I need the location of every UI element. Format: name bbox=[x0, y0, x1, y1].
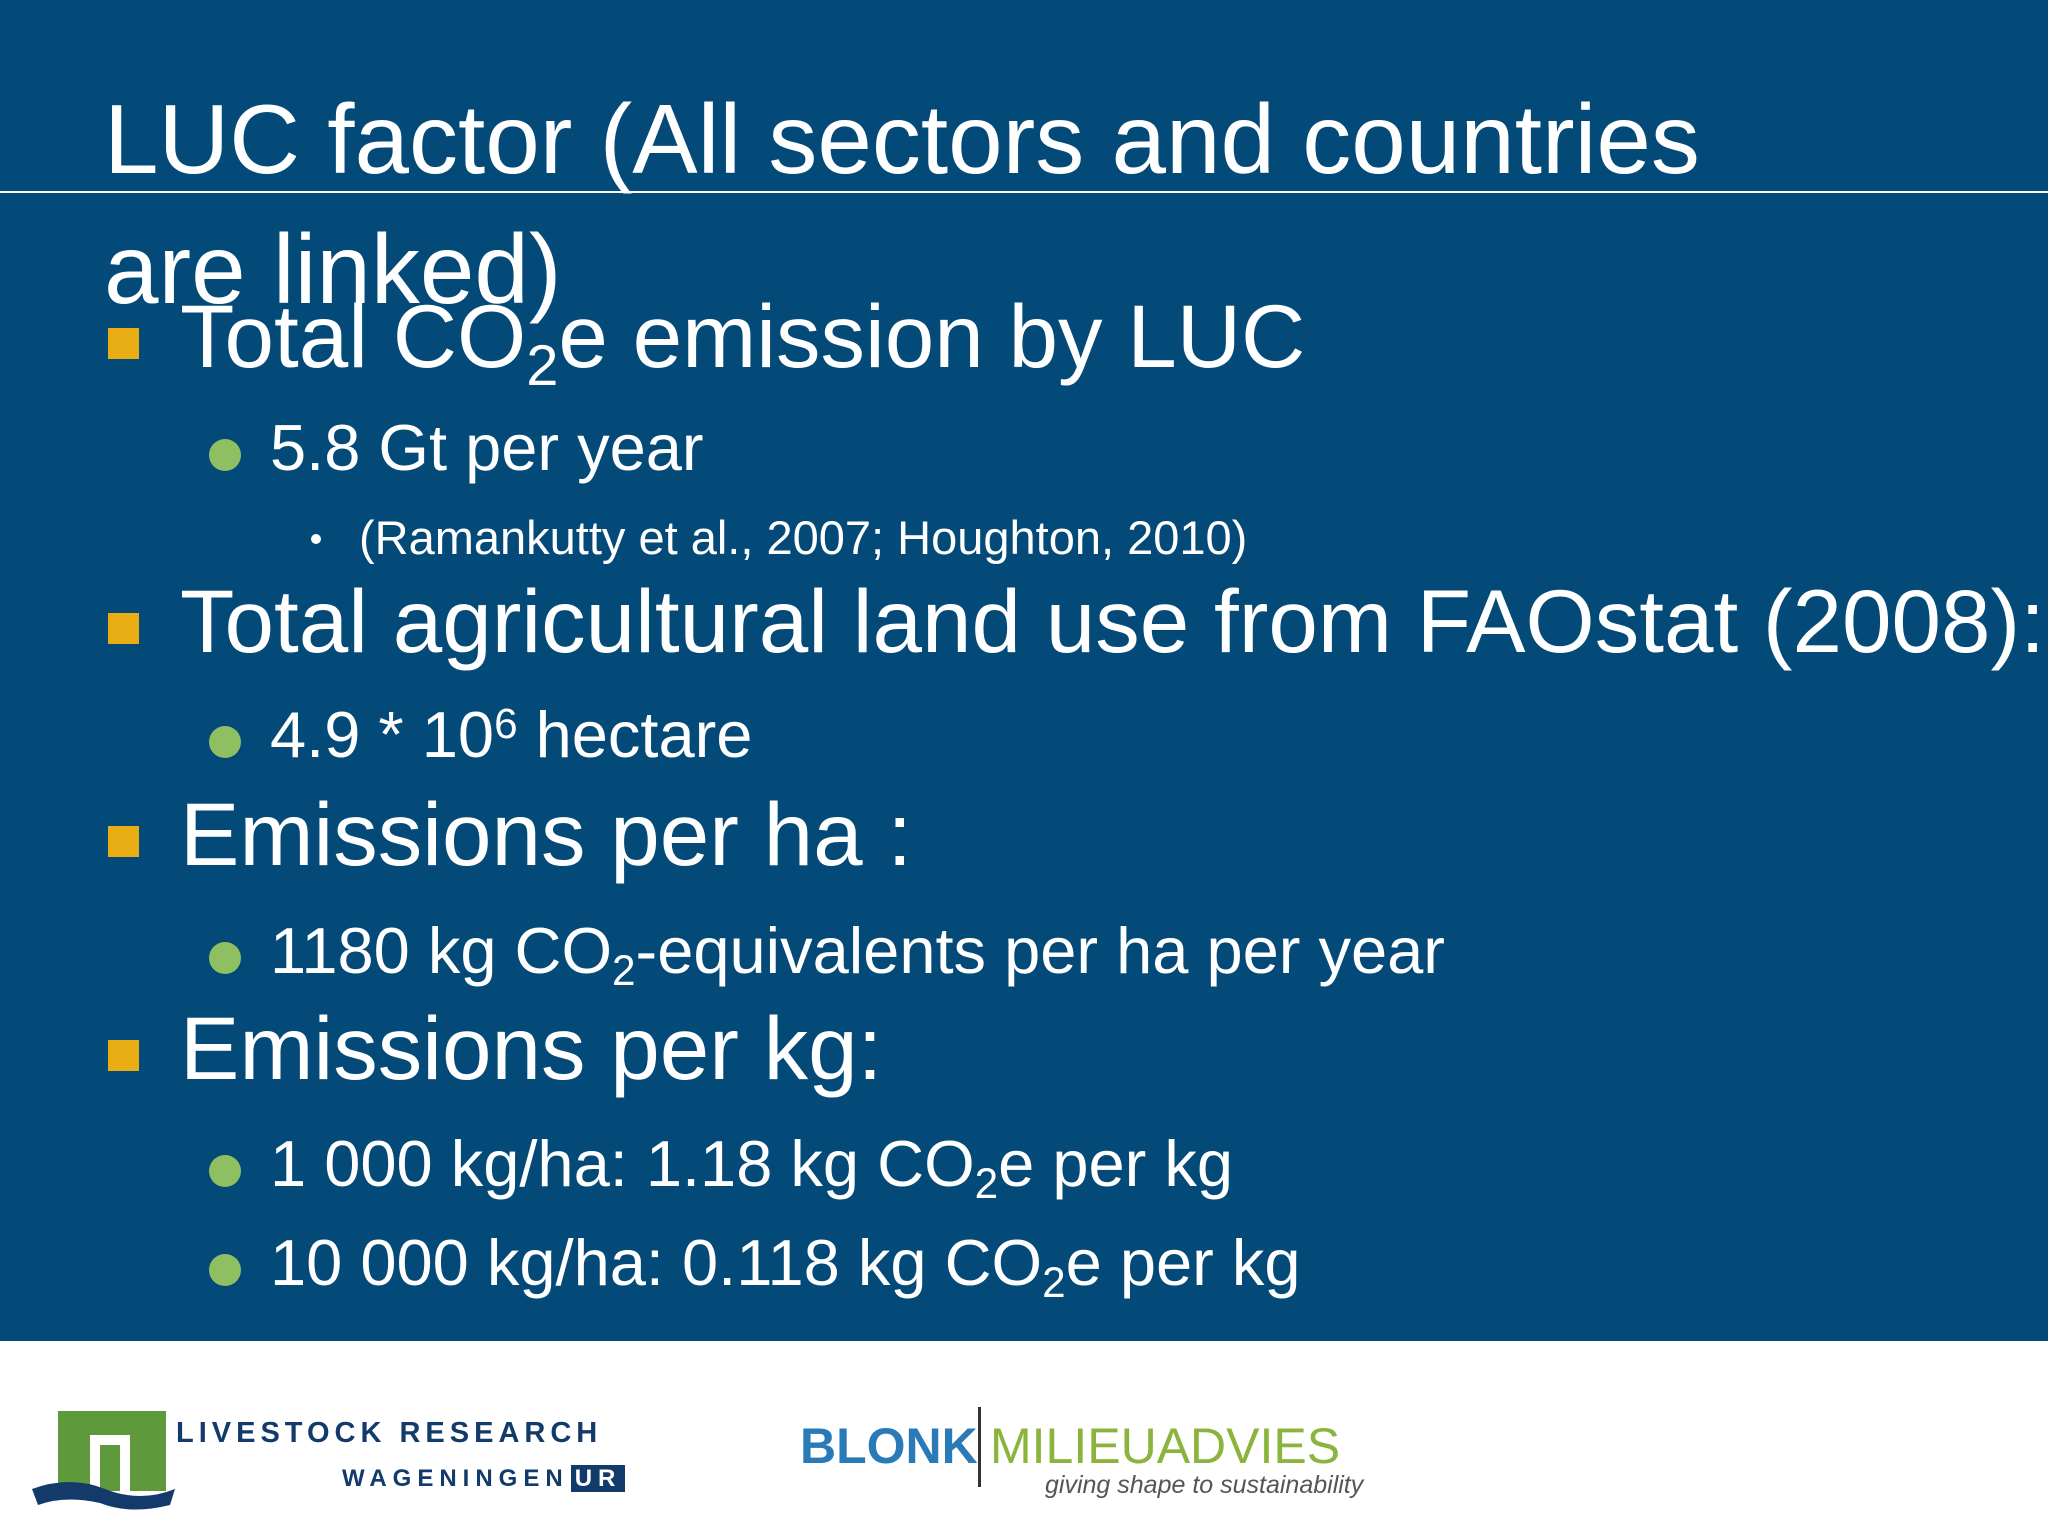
text-run: Emissions per ha : bbox=[180, 784, 913, 885]
text-run: 10 000 kg/ha: 0.118 kg CO bbox=[270, 1225, 1043, 1299]
text-run: e per kg bbox=[1065, 1225, 1301, 1299]
text-run: 1180 kg CO bbox=[270, 913, 613, 987]
bullet-level-2: 10 000 kg/ha: 0.118 kg CO2e per kg bbox=[270, 1230, 1300, 1304]
blonk-right: MILIEUADVIES bbox=[990, 1418, 1341, 1474]
livestock-logo-mark bbox=[32, 1411, 175, 1510]
bullet-level-1: Emissions per kg: bbox=[180, 1004, 882, 1093]
bullet-level-2: 5.8 Gt per year bbox=[270, 415, 704, 480]
text-run: -equivalents per ha per year bbox=[635, 913, 1445, 987]
bullet-marker bbox=[108, 328, 139, 359]
text-run: Total CO bbox=[180, 286, 527, 387]
bullet-marker bbox=[209, 1254, 241, 1286]
bullet-level-1: Total agricultural land use from FAOstat… bbox=[180, 577, 2045, 666]
superscript: 6 bbox=[494, 699, 518, 747]
bullet-marker bbox=[209, 942, 241, 974]
bullet-level-3: (Ramankutty et al., 2007; Houghton, 2010… bbox=[359, 514, 1247, 561]
bullet-level-2: 4.9 * 106 hectare bbox=[270, 702, 752, 767]
subscript: 2 bbox=[612, 947, 636, 995]
text-run: hectare bbox=[517, 697, 753, 771]
text-run: Total agricultural land use from FAOstat… bbox=[180, 571, 2045, 672]
livestock-line2: WAGENINGEN UR bbox=[342, 1465, 626, 1492]
slide-title: LUC factor (All sectors and countries ar… bbox=[104, 84, 1700, 324]
text-run: e per kg bbox=[998, 1126, 1233, 1200]
bullet-marker bbox=[108, 613, 139, 644]
subscript: 2 bbox=[974, 1160, 999, 1208]
subscript: 2 bbox=[1042, 1259, 1066, 1307]
text-run: 5.8 Gt per year bbox=[270, 410, 704, 484]
bullet-marker bbox=[209, 1155, 241, 1187]
bullet-level-1: Total CO2e emission by LUC bbox=[180, 292, 1305, 395]
bullet-marker bbox=[311, 534, 321, 544]
blonk-left: BLONK bbox=[800, 1418, 978, 1474]
blonk-tagline: giving shape to sustainability bbox=[1045, 1471, 1364, 1499]
bullet-marker bbox=[209, 439, 241, 471]
bullet-level-2: 1 000 kg/ha: 1.18 kg CO2e per kg bbox=[270, 1131, 1233, 1205]
subscript: 2 bbox=[526, 333, 559, 398]
footer: LIVESTOCK RESEARCH WAGENINGEN UR BLONK MI… bbox=[0, 1341, 2048, 1536]
bullet-marker bbox=[209, 726, 241, 758]
text-run: Emissions per kg: bbox=[180, 998, 883, 1099]
text-run: 1 000 kg/ha: 1.18 kg CO bbox=[270, 1126, 975, 1200]
text-run: 4.9 * 10 bbox=[270, 697, 495, 771]
livestock-line1: LIVESTOCK RESEARCH bbox=[176, 1417, 603, 1449]
bullet-marker bbox=[108, 1040, 139, 1071]
blonk-divider bbox=[978, 1407, 981, 1487]
bullet-marker bbox=[108, 826, 139, 857]
livestock-badge: UR bbox=[570, 1465, 626, 1492]
text-run: e emission by LUC bbox=[558, 286, 1306, 387]
text-run: (Ramankutty et al., 2007; Houghton, 2010… bbox=[359, 511, 1248, 565]
title-rule bbox=[0, 191, 2048, 193]
bullet-level-1: Emissions per ha : bbox=[180, 790, 912, 879]
bullet-level-2: 1180 kg CO2-equivalents per ha per year bbox=[270, 918, 1445, 992]
slide: LUC factor (All sectors and countries ar… bbox=[0, 0, 2048, 1341]
livestock-line2-text: WAGENINGEN bbox=[342, 1465, 569, 1492]
